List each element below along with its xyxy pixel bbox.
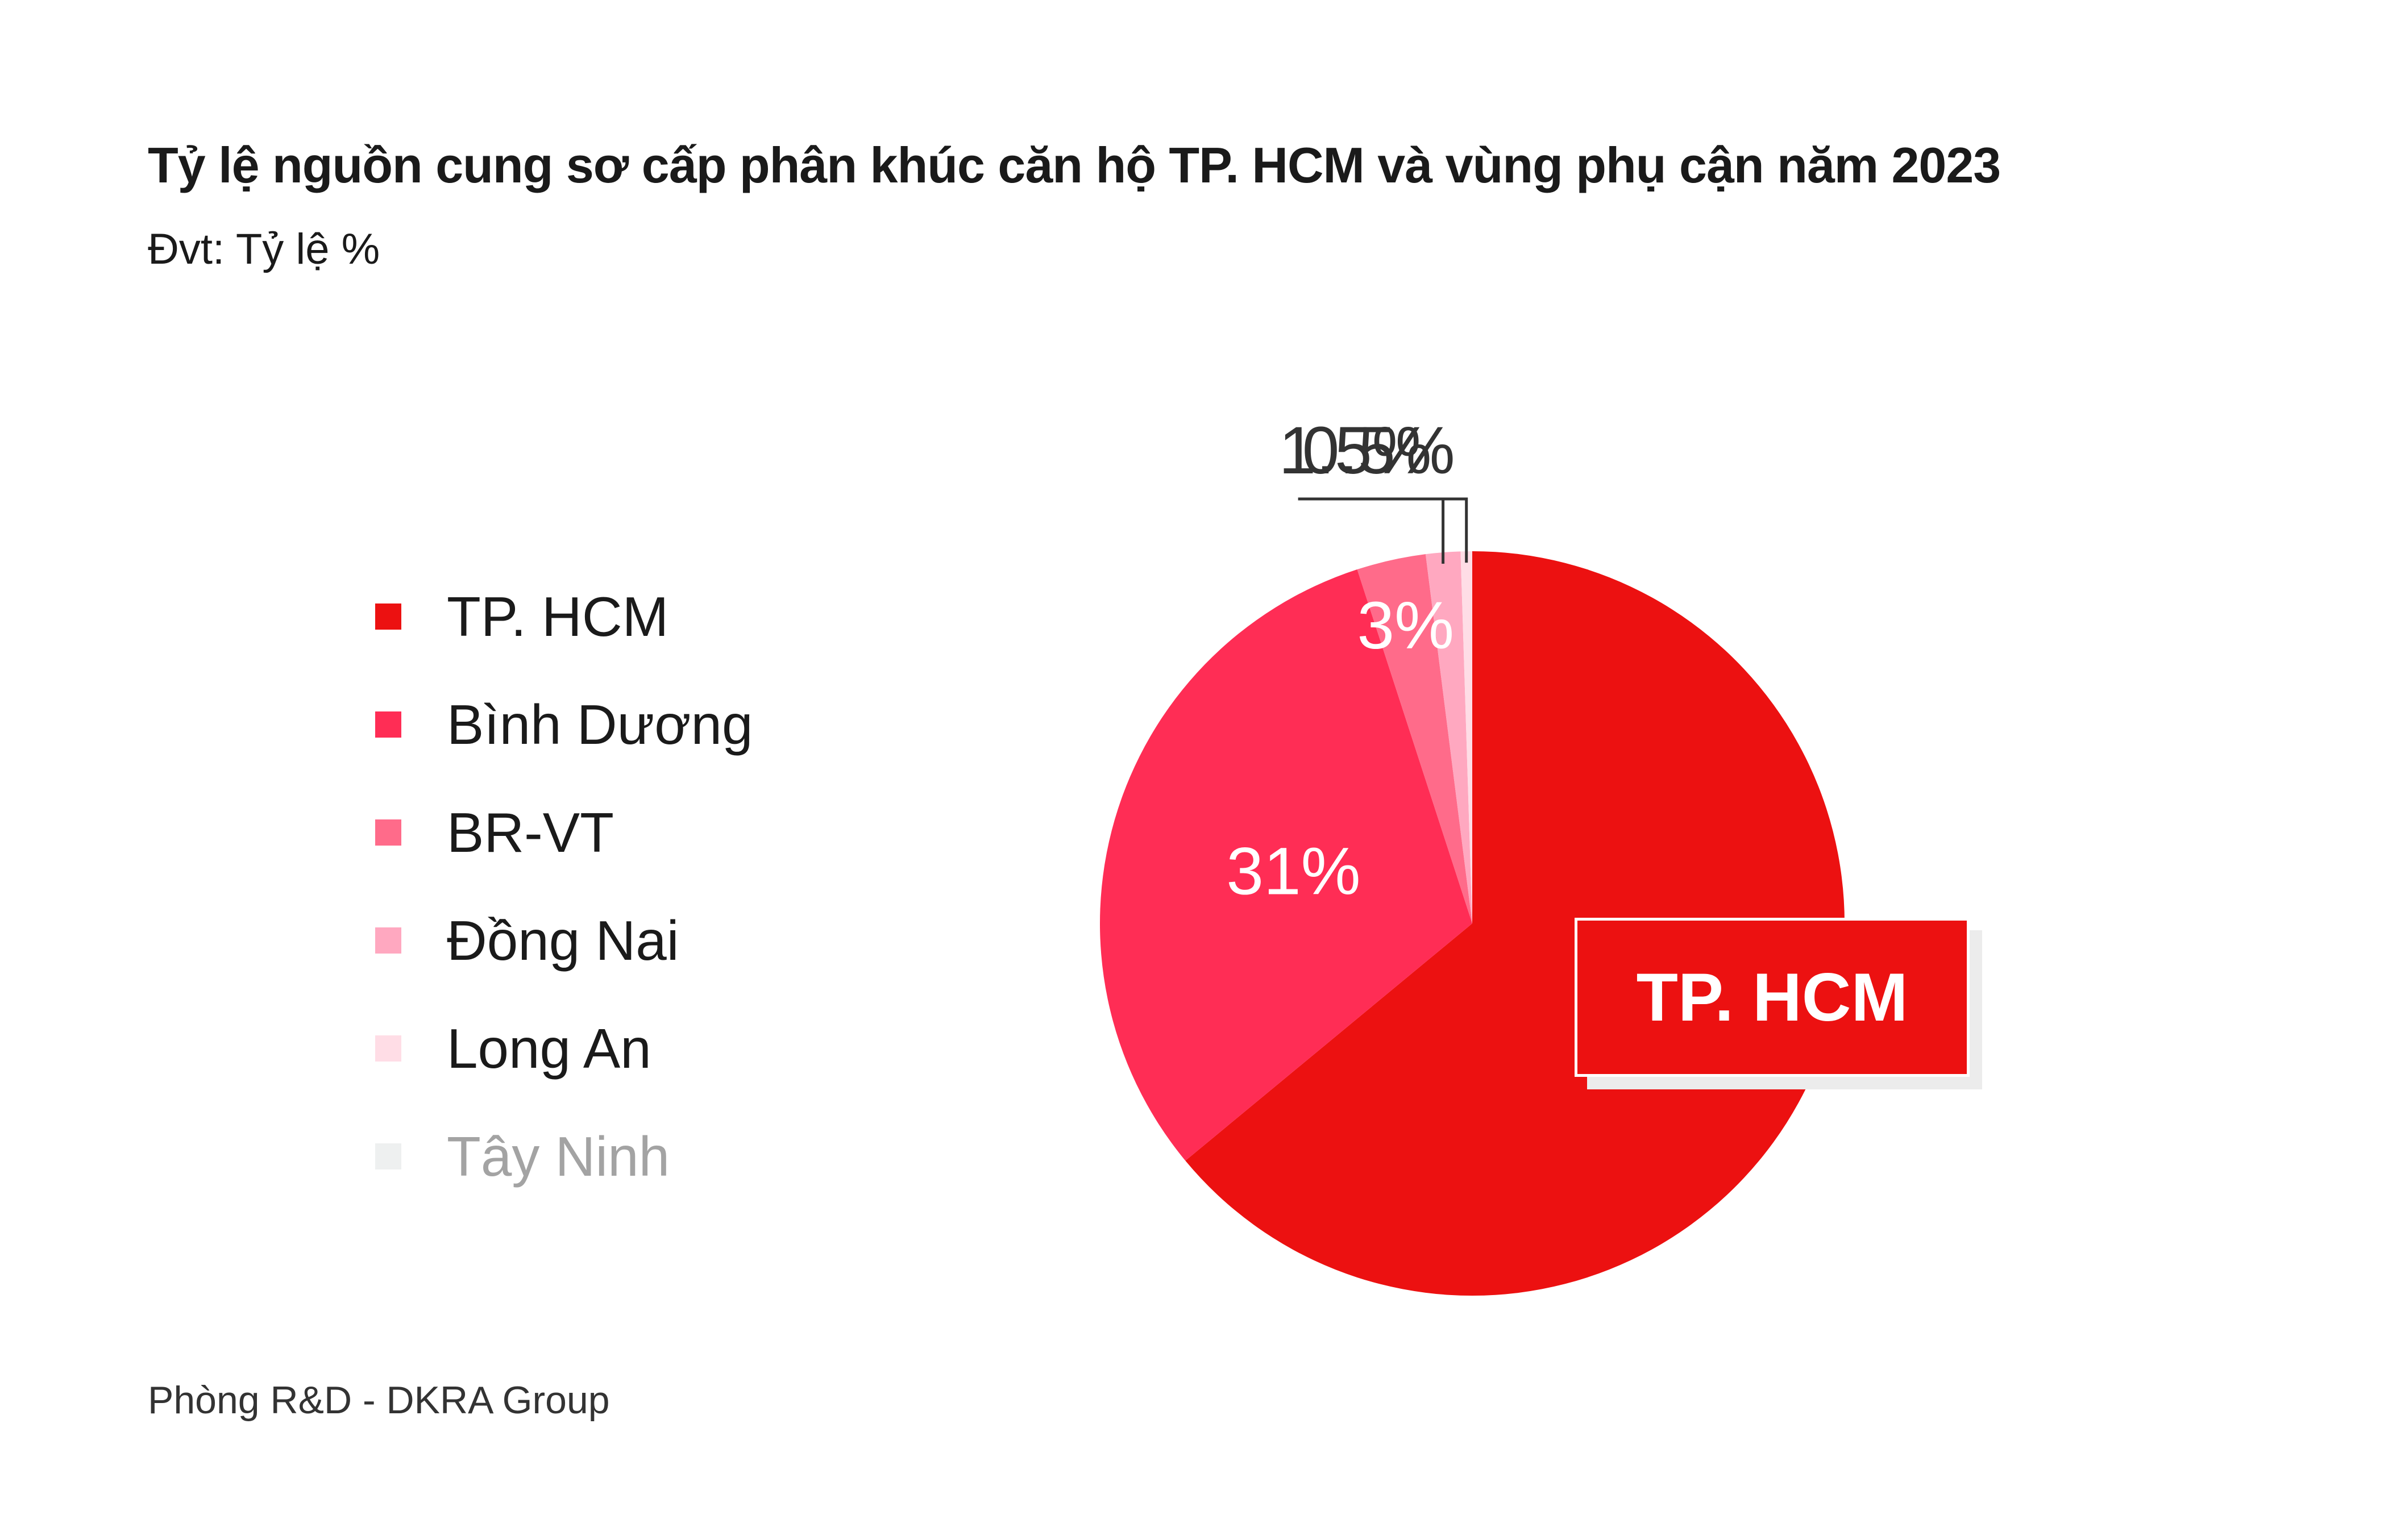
chart-legend: TP. HCM Bình Dương BR-VT Đồng Nai Long An Tây… [375, 563, 753, 1210]
legend-label: Long An [447, 1017, 651, 1080]
legend-item-binh-duong: Bình Dương [375, 671, 753, 779]
legend-label: Bình Dương [447, 693, 753, 756]
chart-title: Tỷ lệ nguồn cung sơ cấp phân khúc căn hộ… [148, 137, 2001, 193]
data-label-dong-nai: 1.5% [1279, 413, 1432, 488]
legend-item-dong-nai: Đồng Nai [375, 886, 753, 994]
pie-slice-long-an [1460, 551, 1472, 923]
legend-item-long-an: Long An [375, 994, 753, 1102]
legend-label: BR-VT [447, 801, 614, 864]
leader-line-long-an [1321, 497, 1468, 563]
legend-item-tp-hcm: TP. HCM [375, 563, 753, 671]
legend-label: Tây Ninh [447, 1125, 670, 1188]
legend-label: Đồng Nai [447, 909, 679, 972]
legend-swatch [375, 927, 401, 954]
legend-swatch [375, 603, 401, 630]
pie-slice-br-vt [1357, 554, 1472, 923]
leader-line-dong-nai [1298, 497, 1445, 564]
legend-item-tay-ninh: Tây Ninh [375, 1102, 753, 1210]
data-label-binh-duong: 31% [1226, 834, 1360, 909]
legend-swatch [375, 711, 401, 738]
data-label-br-vt: 3% [1357, 588, 1455, 663]
highlight-callout: TP. HCM [1575, 918, 1970, 1077]
chart-unit-label: Đvt: Tỷ lệ % [148, 225, 380, 273]
data-label-long-an: 0.5% [1302, 413, 1455, 488]
legend-swatch [375, 1143, 401, 1169]
highlight-callout-label: TP. HCM [1636, 959, 1908, 1035]
pie-slice-tp-hcm [1185, 551, 1845, 1296]
legend-swatch [375, 1035, 401, 1062]
pie-slice-dong-nai [1425, 551, 1472, 923]
legend-swatch [375, 819, 401, 846]
legend-label: TP. HCM [447, 585, 669, 648]
legend-item-br-vt: BR-VT [375, 779, 753, 886]
source-credit: Phòng R&D - DKRA Group [148, 1379, 610, 1422]
pie-slice-binh-duong [1100, 569, 1472, 1161]
